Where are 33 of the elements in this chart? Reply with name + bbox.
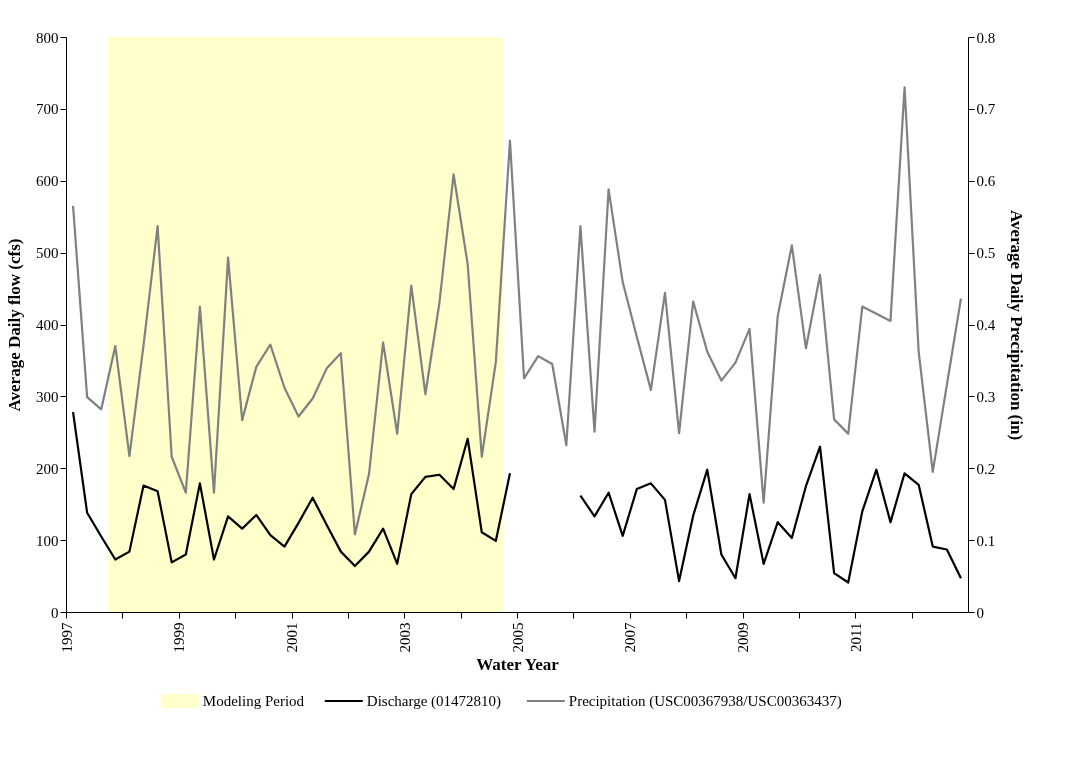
y-axis-title: Average Daily flow (cfs) bbox=[5, 238, 24, 412]
y-tick-label: 200 bbox=[36, 460, 59, 477]
x-tick-label: 2003 bbox=[396, 622, 413, 653]
y-tick-label: 800 bbox=[36, 29, 59, 46]
x-tick-label: 2001 bbox=[284, 622, 300, 653]
x-tick-label: 2009 bbox=[735, 622, 751, 653]
x-tick-label: 2005 bbox=[509, 622, 526, 653]
y2-tick-label: 0.1 bbox=[976, 532, 996, 549]
y-tick-label: 500 bbox=[36, 245, 59, 262]
y2-tick-label: 0.4 bbox=[976, 317, 996, 333]
y2-tick-label: 0 bbox=[976, 604, 984, 621]
y-tick-label: 300 bbox=[36, 388, 59, 405]
y-tick-label: 100 bbox=[36, 532, 59, 549]
legend-label: Discharge (01472810) bbox=[366, 693, 502, 710]
y2-tick-label: 0.7 bbox=[976, 101, 996, 118]
y2-tick-label: 0.6 bbox=[976, 173, 996, 190]
y2-tick-label: 0.5 bbox=[976, 245, 996, 262]
x-tick-label: 1997 bbox=[58, 622, 75, 653]
legend-label: Precipitation (USC00367938/USC00363437) bbox=[568, 693, 842, 710]
x-tick-label: 2007 bbox=[622, 622, 639, 653]
y2-tick-label: 0.3 bbox=[976, 388, 996, 405]
y2-axis-title: Average Daily Precipitation (in) bbox=[1007, 209, 1027, 441]
x-axis-title: Water Year bbox=[476, 654, 560, 674]
x-tick-label: 2011 bbox=[847, 622, 864, 652]
y2-tick-label: 0.8 bbox=[976, 29, 996, 46]
y2-tick-label: 0.2 bbox=[976, 460, 996, 477]
y-tick-label: 0 bbox=[51, 604, 59, 621]
line-series bbox=[71, 86, 963, 536]
y-tick-label: 600 bbox=[36, 173, 59, 190]
legend-label: Modeling Period bbox=[202, 693, 305, 709]
y-tick-label: 400 bbox=[36, 317, 59, 333]
y-tick-label: 700 bbox=[36, 101, 59, 118]
x-tick-label: 1999 bbox=[171, 622, 188, 653]
